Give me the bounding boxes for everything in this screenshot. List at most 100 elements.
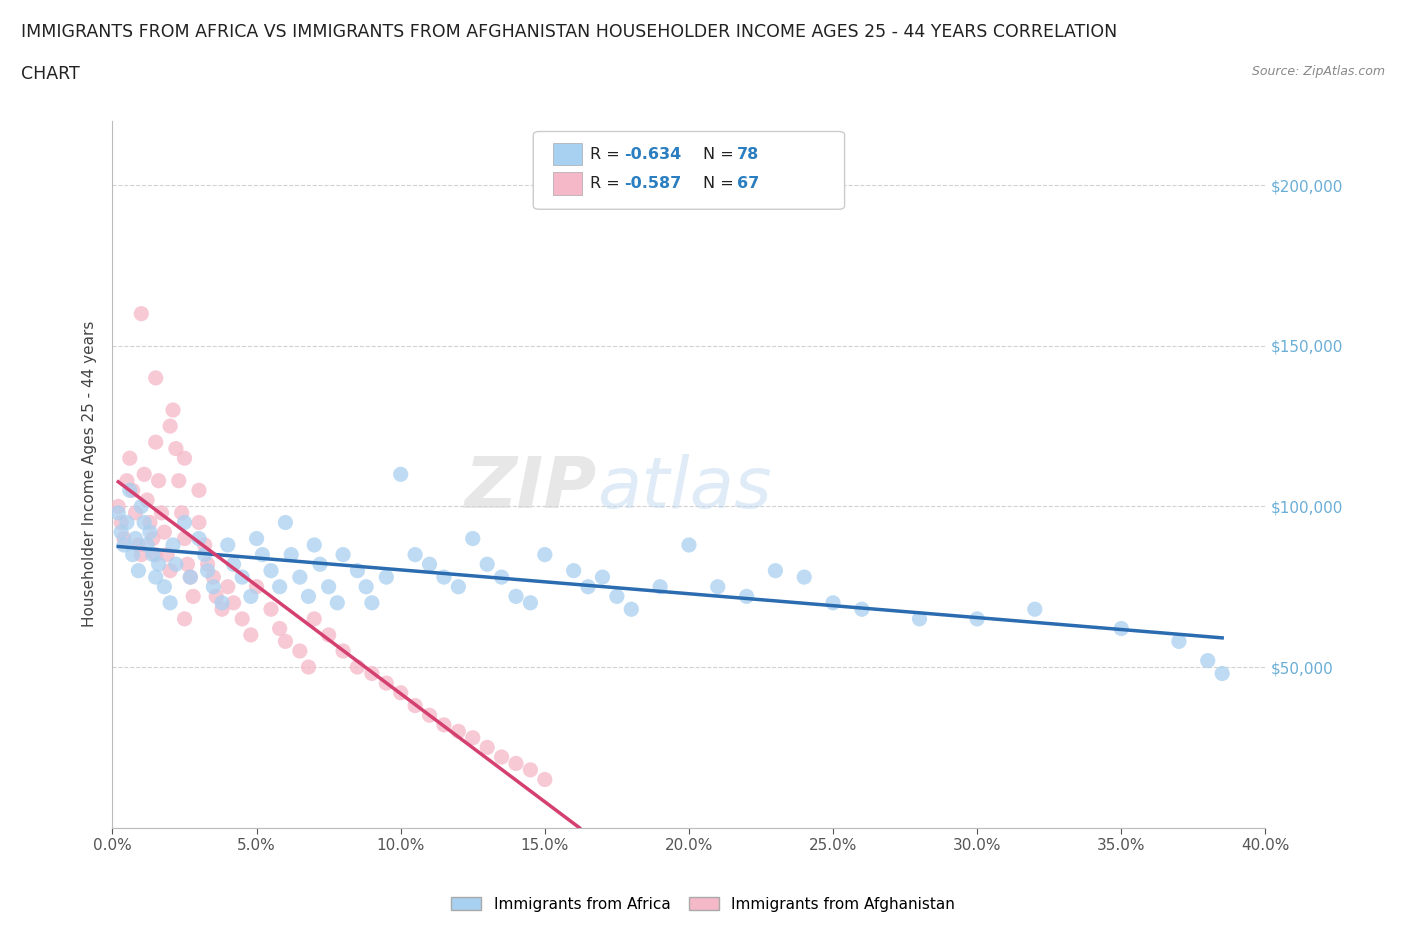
Point	[346, 564, 368, 578]
Point	[908, 611, 931, 626]
Point	[145, 434, 167, 449]
Point	[505, 756, 527, 771]
Point	[134, 515, 156, 530]
Point	[505, 589, 527, 604]
Point	[115, 473, 138, 488]
Point	[153, 579, 176, 594]
Point	[239, 628, 262, 643]
Point	[156, 547, 179, 562]
Text: CHART: CHART	[21, 65, 80, 83]
Point	[274, 634, 297, 649]
Point	[136, 493, 159, 508]
Point	[162, 403, 184, 418]
Point	[534, 772, 557, 787]
Point	[419, 557, 441, 572]
Point	[288, 644, 311, 658]
Point	[360, 595, 382, 610]
FancyBboxPatch shape	[533, 131, 845, 209]
Point	[121, 483, 143, 498]
Point	[217, 579, 239, 594]
Point	[188, 483, 211, 498]
Point	[678, 538, 700, 552]
Point	[326, 595, 349, 610]
Text: N =: N =	[703, 147, 738, 162]
Point	[280, 547, 302, 562]
Point	[576, 579, 599, 594]
Point	[519, 763, 541, 777]
Point	[765, 564, 787, 578]
Point	[491, 570, 513, 585]
Point	[239, 589, 262, 604]
Point	[127, 564, 149, 578]
Point	[145, 570, 167, 585]
Point	[252, 547, 274, 562]
Point	[202, 570, 225, 585]
Point	[297, 589, 319, 604]
Point	[194, 547, 217, 562]
Point	[318, 628, 340, 643]
Y-axis label: Householder Income Ages 25 - 44 years: Householder Income Ages 25 - 44 years	[82, 321, 97, 628]
Point	[107, 499, 129, 514]
Point	[222, 557, 245, 572]
Point	[181, 589, 204, 604]
Point	[211, 595, 233, 610]
Point	[121, 547, 143, 562]
Point	[211, 602, 233, 617]
Point	[179, 570, 201, 585]
Point	[592, 570, 614, 585]
Point	[197, 557, 219, 572]
Point	[274, 515, 297, 530]
Point	[346, 659, 368, 674]
Point	[165, 441, 187, 456]
Point	[112, 538, 135, 552]
Point	[461, 531, 484, 546]
Point	[129, 547, 153, 562]
Point	[288, 570, 311, 585]
Point	[115, 515, 138, 530]
Point	[375, 676, 398, 691]
Point	[139, 525, 162, 539]
Point	[148, 473, 170, 488]
Point	[159, 595, 181, 610]
Point	[205, 589, 228, 604]
Point	[360, 666, 382, 681]
Point	[519, 595, 541, 610]
Point	[173, 611, 195, 626]
Text: atlas: atlas	[596, 454, 772, 523]
Point	[118, 483, 141, 498]
Point	[170, 505, 193, 520]
Point	[173, 531, 195, 546]
Point	[404, 698, 426, 713]
Point	[491, 750, 513, 764]
Point	[231, 570, 253, 585]
Point	[124, 531, 146, 546]
Point	[375, 570, 398, 585]
Point	[318, 579, 340, 594]
Point	[419, 708, 441, 723]
Point	[332, 644, 354, 658]
Point	[332, 547, 354, 562]
Point	[534, 547, 557, 562]
Point	[851, 602, 873, 617]
Point	[966, 611, 988, 626]
Text: -0.634: -0.634	[624, 147, 682, 162]
Point	[197, 564, 219, 578]
Point	[202, 579, 225, 594]
Point	[107, 505, 129, 520]
Point	[735, 589, 758, 604]
Point	[475, 740, 499, 755]
Point	[129, 306, 153, 321]
Point	[145, 547, 167, 562]
Point	[194, 538, 217, 552]
Point	[159, 564, 181, 578]
Point	[260, 602, 283, 617]
Text: Source: ZipAtlas.com: Source: ZipAtlas.com	[1251, 65, 1385, 78]
Point	[139, 515, 162, 530]
Point	[176, 557, 198, 572]
Text: N =: N =	[703, 177, 738, 192]
Point	[620, 602, 643, 617]
Point	[433, 570, 456, 585]
Text: ZIP: ZIP	[464, 454, 596, 523]
Point	[389, 685, 412, 700]
Point	[1211, 666, 1233, 681]
